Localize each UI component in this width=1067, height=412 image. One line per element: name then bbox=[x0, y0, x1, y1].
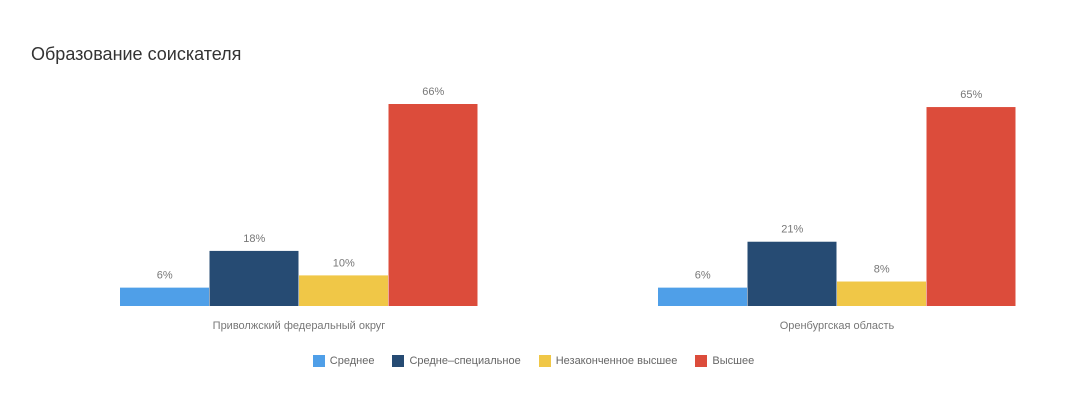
bar-2-4 bbox=[926, 107, 1016, 306]
bar-value-label: 6% bbox=[157, 270, 173, 282]
bars-group bbox=[120, 104, 1016, 306]
legend-label: Средне–специальное bbox=[409, 355, 521, 367]
chart-title: Образование соискателя bbox=[31, 44, 242, 64]
bar-value-label: 65% bbox=[960, 89, 982, 101]
category-labels-group: Приволжский федеральный округ Оренбургска… bbox=[213, 320, 895, 332]
bar-1-2 bbox=[209, 250, 299, 306]
bar-value-label: 8% bbox=[874, 264, 890, 276]
category-label: Оренбургская область bbox=[780, 320, 895, 332]
bar-2-2 bbox=[747, 241, 837, 306]
bar-value-label: 21% bbox=[781, 224, 803, 236]
bar-1-1 bbox=[120, 287, 209, 306]
legend-label: Высшее bbox=[712, 355, 755, 367]
bar-labels-group: 6% 18% 10% 66% 6% 21% 8% 65% bbox=[157, 86, 983, 282]
legend-item[interactable]: Высшее bbox=[695, 355, 754, 367]
bar-value-label: 6% bbox=[695, 270, 711, 282]
legend-swatch bbox=[695, 355, 708, 367]
legend-swatch bbox=[312, 355, 325, 367]
bar-2-3 bbox=[837, 281, 926, 306]
bar-1-3 bbox=[299, 275, 388, 306]
legend-item[interactable]: Средне–специальное bbox=[392, 355, 521, 367]
legend-item[interactable]: Среднее bbox=[312, 355, 375, 367]
legend-item[interactable]: Незаконченное высшее bbox=[538, 355, 678, 367]
legend: Среднее Средне–специальное Незаконченное в… bbox=[0, 355, 1067, 367]
category-label: Приволжский федеральный округ bbox=[213, 320, 386, 332]
bar-value-label: 66% bbox=[422, 86, 444, 98]
bar-1-4 bbox=[388, 104, 478, 306]
bar-value-label: 10% bbox=[333, 257, 355, 269]
bar-value-label: 18% bbox=[243, 233, 265, 245]
legend-swatch bbox=[538, 355, 551, 367]
bar-2-1 bbox=[658, 287, 747, 306]
legend-label: Незаконченное высшее bbox=[555, 355, 678, 367]
legend-label: Среднее bbox=[329, 355, 375, 367]
legend-swatch bbox=[392, 355, 405, 367]
